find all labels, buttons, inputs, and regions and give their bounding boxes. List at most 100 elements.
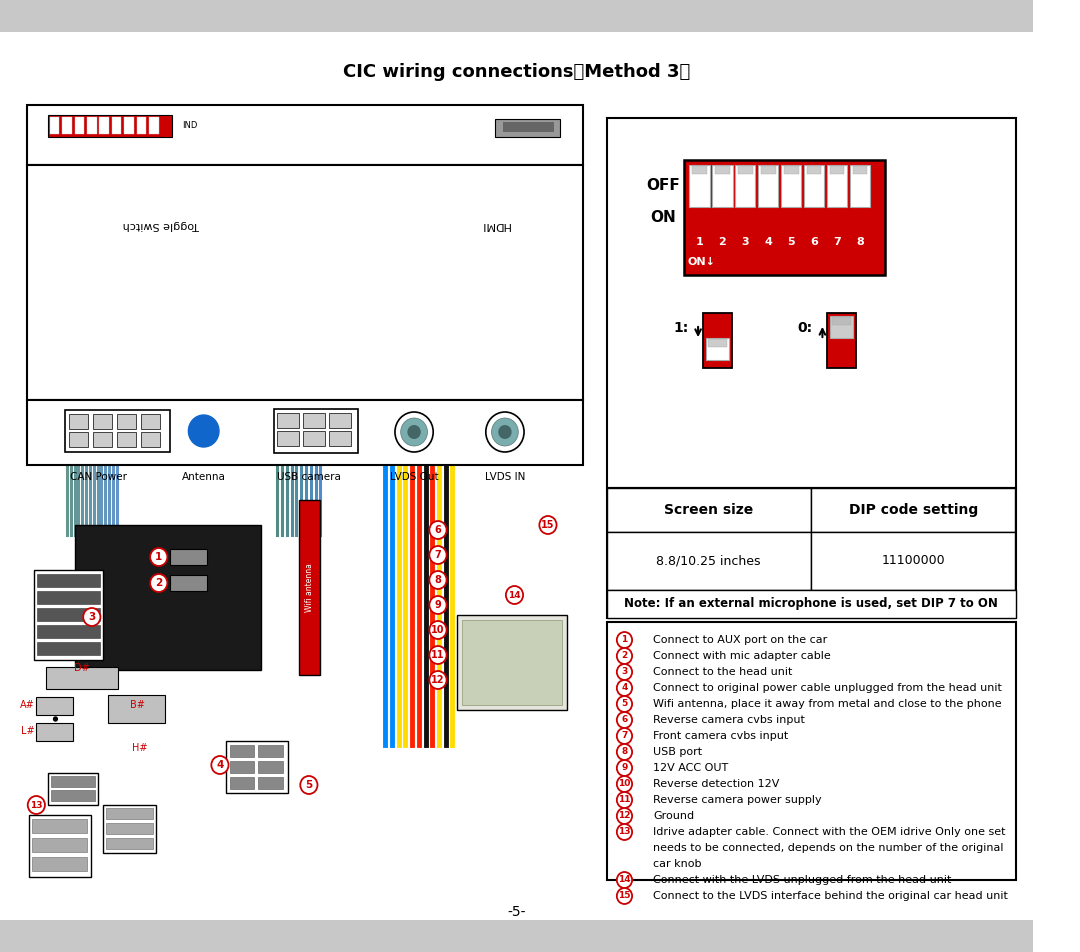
Bar — [27, 400, 583, 465]
Bar — [703, 313, 731, 368]
Text: 9: 9 — [621, 764, 627, 772]
Bar — [93, 432, 112, 447]
Bar — [258, 761, 283, 773]
Circle shape — [617, 744, 632, 760]
Text: Wifi antenna: Wifi antenna — [306, 564, 314, 612]
Text: 2: 2 — [156, 578, 162, 588]
Text: 14: 14 — [509, 590, 521, 600]
Text: 10: 10 — [618, 780, 631, 788]
Text: Screen size: Screen size — [664, 503, 753, 517]
Bar — [503, 122, 554, 132]
Bar — [329, 431, 351, 446]
Bar — [831, 166, 845, 174]
Text: 7: 7 — [434, 550, 442, 560]
Text: Connect to the head unit: Connect to the head unit — [653, 667, 793, 677]
Bar — [50, 117, 59, 134]
Text: 11100000: 11100000 — [881, 554, 945, 567]
Text: 2: 2 — [621, 651, 627, 661]
Text: Connect with the LVDS unplugged from the head unit: Connect with the LVDS unplugged from the… — [653, 875, 951, 885]
Bar — [258, 777, 283, 789]
Text: HDMI: HDMI — [481, 220, 510, 230]
Text: Reverse camera power supply: Reverse camera power supply — [653, 795, 822, 805]
Bar — [31, 819, 87, 833]
Bar — [140, 414, 160, 429]
Text: A#: A# — [19, 700, 35, 710]
Bar — [35, 570, 104, 660]
Bar — [329, 413, 351, 428]
Bar — [37, 697, 72, 715]
Bar — [171, 549, 206, 565]
Circle shape — [617, 808, 632, 824]
Text: needs to be connected, depends on the number of the original: needs to be connected, depends on the nu… — [653, 843, 1003, 853]
Bar — [689, 165, 710, 207]
Circle shape — [28, 796, 45, 814]
Bar — [69, 432, 87, 447]
Bar — [715, 166, 730, 174]
Bar — [75, 117, 84, 134]
Text: Connect to AUX port on the car: Connect to AUX port on the car — [653, 635, 827, 645]
Bar — [117, 432, 136, 447]
Bar — [258, 745, 283, 757]
Bar — [607, 488, 1015, 618]
Text: 14: 14 — [618, 876, 631, 884]
Bar — [48, 773, 97, 805]
Text: 3: 3 — [89, 612, 95, 622]
Text: car knob: car knob — [653, 859, 702, 869]
Circle shape — [150, 548, 167, 566]
Bar — [230, 777, 255, 789]
Bar — [607, 118, 1015, 488]
Text: Note: If an external microphone is used, set DIP 7 to ON: Note: If an external microphone is used,… — [624, 598, 998, 610]
Text: USB camera: USB camera — [276, 472, 341, 482]
Circle shape — [300, 776, 318, 794]
Text: 5: 5 — [621, 700, 627, 708]
Bar — [684, 160, 885, 275]
Circle shape — [83, 608, 100, 626]
Text: 3: 3 — [621, 667, 627, 677]
Bar — [850, 165, 870, 207]
Bar — [106, 838, 153, 849]
Bar — [69, 414, 87, 429]
Bar — [739, 166, 753, 174]
Circle shape — [498, 425, 512, 439]
Bar — [29, 815, 91, 877]
Text: 6: 6 — [621, 716, 627, 724]
Text: Wifi antenna, place it away from metal and close to the phone: Wifi antenna, place it away from metal a… — [653, 699, 1002, 709]
Bar — [784, 166, 798, 174]
Bar — [104, 805, 156, 853]
Circle shape — [617, 728, 632, 744]
Bar — [278, 413, 299, 428]
Bar — [137, 117, 146, 134]
Text: LVDS Out: LVDS Out — [390, 472, 438, 482]
Bar — [87, 117, 96, 134]
Circle shape — [617, 680, 632, 696]
Text: Connect with mic adapter cable: Connect with mic adapter cable — [653, 651, 831, 661]
Text: 10: 10 — [431, 625, 445, 635]
Bar — [226, 741, 288, 793]
Circle shape — [430, 646, 447, 664]
Bar — [607, 532, 811, 590]
Bar — [31, 838, 87, 852]
Circle shape — [617, 696, 632, 712]
Text: 4: 4 — [621, 684, 627, 692]
Text: 6: 6 — [810, 237, 819, 247]
Bar — [832, 317, 851, 325]
Text: 7: 7 — [834, 237, 841, 247]
Text: 15: 15 — [541, 520, 555, 530]
Text: 13: 13 — [30, 801, 42, 809]
Text: 4: 4 — [216, 760, 224, 770]
Circle shape — [401, 418, 428, 446]
Circle shape — [617, 776, 632, 792]
Text: 6: 6 — [434, 525, 442, 535]
Bar — [124, 117, 134, 134]
Bar — [51, 790, 95, 801]
Text: C#: C# — [75, 793, 90, 803]
Circle shape — [617, 824, 632, 840]
Circle shape — [430, 571, 447, 589]
Bar — [0, 0, 1032, 32]
Bar — [827, 313, 855, 368]
Text: CIC wiring connections（Method 3）: CIC wiring connections（Method 3） — [342, 63, 690, 81]
Circle shape — [617, 632, 632, 648]
Bar — [106, 808, 153, 819]
Bar — [63, 117, 71, 134]
Circle shape — [617, 664, 632, 680]
